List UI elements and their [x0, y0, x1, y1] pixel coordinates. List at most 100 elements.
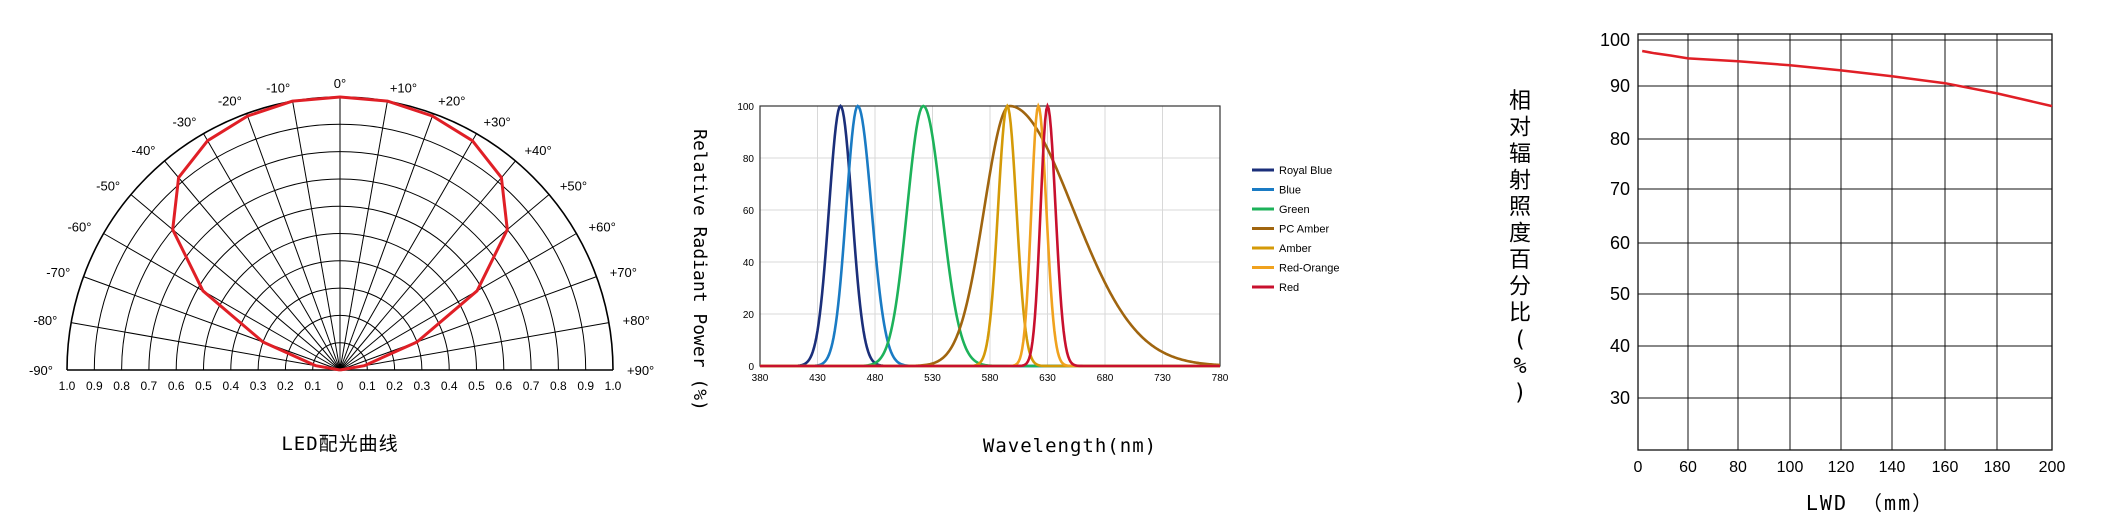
polar-angle-label: -10° — [266, 80, 290, 95]
spectrum-x-axis-label: Wavelength(nm) — [983, 435, 1157, 457]
spectrum-y-ticks: 0 20 40 60 80 100 — [737, 102, 754, 373]
polar-spoke — [292, 101, 341, 371]
polar-radial-label: 0.5 — [468, 379, 485, 393]
lwd-x-tick: 180 — [1984, 459, 2011, 476]
polar-spoke — [339, 160, 516, 371]
polar-radial-label: 0.1 — [304, 379, 321, 393]
lwd-x-ticks: 0 60 80 100 120 140 160 180 200 — [1634, 459, 2066, 476]
polar-spoke — [71, 322, 341, 371]
polar-angle-label: +50° — [560, 179, 587, 194]
spectrum-x-tick: 780 — [1212, 373, 1229, 384]
polar-spoke — [339, 233, 577, 371]
spectrum-legend-label: Amber — [1279, 243, 1312, 255]
spectrum-x-tick: 680 — [1097, 373, 1114, 384]
polar-spoke — [83, 276, 341, 371]
polar-intensity-curve — [171, 95, 509, 372]
polar-radial-label: 1.0 — [59, 379, 76, 393]
spectrum-legend-label: PC Amber — [1279, 224, 1329, 236]
spectrum-x-tick: 730 — [1154, 373, 1171, 384]
polar-spoke — [339, 133, 477, 371]
polar-spoke — [130, 194, 341, 371]
lwd-x-tick: 100 — [1777, 459, 1804, 476]
lwd-x-tick: 160 — [1932, 459, 1959, 476]
polar-spoke — [339, 101, 388, 371]
polar-angle-label: -60° — [67, 220, 91, 235]
polar-radial-label: 0.7 — [523, 379, 540, 393]
spectrum-x-tick: 380 — [752, 373, 769, 384]
polar-angle-label: +90° — [627, 363, 654, 378]
spectrum-x-tick: 580 — [982, 373, 999, 384]
polar-grid — [66, 96, 614, 371]
polar-spoke — [339, 113, 434, 371]
spectrum-x-tick: 630 — [1039, 373, 1056, 384]
polar-angle-labels: -90° -80° -70° -60° -50° -40° -30° -20° -10° 0° +1… — [29, 76, 654, 378]
spectrum-x-ticks: 380 430 480 530 580 630 680 730 780 — [752, 373, 1229, 384]
lwd-y-tick: 40 — [1610, 336, 1630, 356]
spectrum-y-tick: 100 — [737, 102, 754, 113]
polar-radial-label: 0.9 — [577, 379, 594, 393]
lwd-x-axis-label: LWD （mm） — [1806, 491, 1934, 515]
spectrum-y-tick: 60 — [743, 206, 755, 217]
spectrum-y-axis-label: Relative Radiant Power (%) — [689, 129, 710, 411]
polar-angle-label: +20° — [438, 93, 465, 108]
spectrum-legend-label: Green — [1279, 204, 1310, 216]
lwd-y-tick: 30 — [1610, 388, 1630, 408]
spectrum-y-tick: 80 — [743, 154, 755, 165]
lwd-y-axis-label-text: 相对辐射照度百分比(%) — [1509, 89, 1531, 406]
polar-spoke — [203, 133, 341, 371]
polar-radial-label: 0.9 — [86, 379, 103, 393]
polar-spoke — [164, 160, 341, 371]
lwd-y-tick: 100 — [1600, 30, 1630, 50]
lwd-y-tick: 60 — [1610, 233, 1630, 253]
lwd-plot-frame — [1637, 33, 2053, 451]
lwd-y-axis-label: 相对辐射照度百分比(%) — [1509, 89, 1531, 406]
polar-radial-label: 0.2 — [386, 379, 403, 393]
polar-spoke — [339, 322, 609, 371]
polar-radial-label: 0.8 — [550, 379, 567, 393]
spectrum-series — [760, 102, 1221, 368]
polar-angle-label: -50° — [96, 179, 120, 194]
spectrum-chart: Relative Radiant Power (%) 380 430 480 530 5… — [689, 102, 1340, 457]
polar-angle-label: 0° — [334, 76, 346, 91]
polar-angle-label: -30° — [173, 114, 197, 129]
lwd-x-tick: 120 — [1828, 459, 1855, 476]
lwd-y-tick: 70 — [1610, 179, 1630, 199]
polar-radial-label: 0.7 — [141, 379, 158, 393]
polar-radial-label: 0.6 — [168, 379, 185, 393]
spectrum-x-tick: 480 — [867, 373, 884, 384]
polar-angle-label: -70° — [46, 265, 70, 280]
polar-spoke — [103, 233, 341, 371]
polar-spoke — [339, 194, 550, 371]
polar-angle-label: +30° — [484, 114, 511, 129]
lwd-y-tick: 50 — [1610, 284, 1630, 304]
lwd-grid — [1637, 33, 2053, 451]
polar-angle-label: +40° — [524, 143, 551, 158]
polar-radial-label: 0 — [337, 379, 344, 393]
spectrum-chart-panel: Relative Radiant Power (%) 380 430 480 530 5… — [680, 0, 1380, 523]
lwd-x-tick: 200 — [2039, 459, 2066, 476]
spectrum-legend: Royal Blue Blue Green PC Amber Amber Red-Oran… — [1252, 165, 1340, 294]
polar-radial-label: 0.6 — [495, 379, 512, 393]
polar-radial-label: 0.3 — [414, 379, 431, 393]
polar-angle-label: -40° — [132, 143, 156, 158]
polar-chart: -90° -80° -70° -60° -50° -40° -30° -20° -10° 0° +1… — [29, 76, 654, 455]
polar-angle-label: -80° — [33, 313, 57, 328]
polar-radial-label: 0.4 — [441, 379, 458, 393]
lwd-x-tick: 80 — [1729, 459, 1747, 476]
polar-angle-label: +70° — [610, 265, 637, 280]
lwd-x-tick: 60 — [1679, 459, 1697, 476]
polar-spoke — [246, 113, 341, 371]
polar-radial-labels: 1.0 0.9 0.8 0.7 0.6 0.5 0.4 0.3 0.2 0.1 0 0.1 0.2 0.3… — [59, 379, 622, 393]
polar-radial-label: 0.4 — [222, 379, 239, 393]
spectrum-y-tick: 20 — [743, 310, 755, 321]
spectrum-legend-label: Red — [1279, 282, 1299, 294]
polar-radial-label: 0.5 — [195, 379, 212, 393]
lwd-y-ticks: 100 90 80 70 60 50 40 30 — [1600, 30, 1630, 408]
spectrum-x-tick: 430 — [809, 373, 826, 384]
polar-radial-label: 0.3 — [250, 379, 267, 393]
lwd-irradiance-curve — [1641, 49, 2053, 108]
polar-angle-label: -20° — [218, 93, 242, 108]
polar-angle-label: +80° — [623, 313, 650, 328]
lwd-chart: 相对辐射照度百分比(%) 0 60 80 100 120 140 160 180 200 100… — [1509, 30, 2066, 515]
spectrum-y-tick: 40 — [743, 258, 755, 269]
